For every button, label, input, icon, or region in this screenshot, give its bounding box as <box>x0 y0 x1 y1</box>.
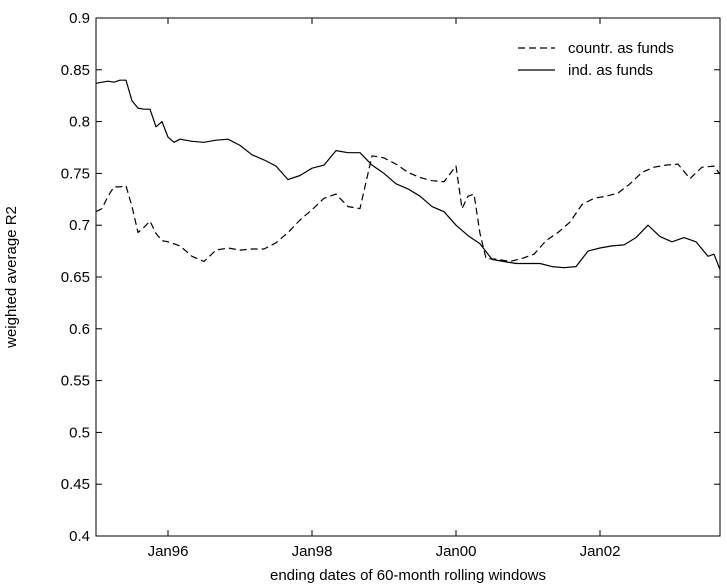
y-tick-label: 0.7 <box>69 217 90 234</box>
y-tick-label: 0.75 <box>61 165 90 182</box>
y-axis-label: weighted average R2 <box>3 206 20 349</box>
x-axis: Jan96 Jan98 Jan00 Jan02 <box>148 18 621 560</box>
legend-label-ind-as-funds: ind. as funds <box>568 62 653 79</box>
series-lines <box>95 79 721 270</box>
y-tick-label: 0.9 <box>69 10 90 27</box>
y-tick-label: 0.8 <box>69 114 90 131</box>
y-tick-label: 0.45 <box>61 476 90 493</box>
x-tick-label: Jan96 <box>148 543 189 560</box>
x-tick-label: Jan00 <box>436 543 477 560</box>
legend: countr. as funds ind. as funds <box>518 40 674 79</box>
x-axis-label: ending dates of 60-month rolling windows <box>270 567 546 584</box>
y-tick-label: 0.55 <box>61 373 90 390</box>
y-axis: 0.4 0.45 0.5 0.55 0.6 0.65 0.7 0.75 0.8 0.85 0.9 <box>61 10 720 545</box>
y-tick-label: 0.6 <box>69 321 90 338</box>
y-tick-label: 0.5 <box>69 424 90 441</box>
y-tick-label: 0.65 <box>61 269 90 286</box>
y-tick-label: 0.4 <box>69 528 90 545</box>
x-tick-label: Jan02 <box>580 543 621 560</box>
y-tick-label: 0.85 <box>61 62 90 79</box>
legend-label-countr-as-funds: countr. as funds <box>568 40 674 57</box>
series-line-ind-as-funds <box>95 79 721 270</box>
series-line-countr-as-funds <box>95 155 721 263</box>
x-tick-label: Jan98 <box>292 543 333 560</box>
